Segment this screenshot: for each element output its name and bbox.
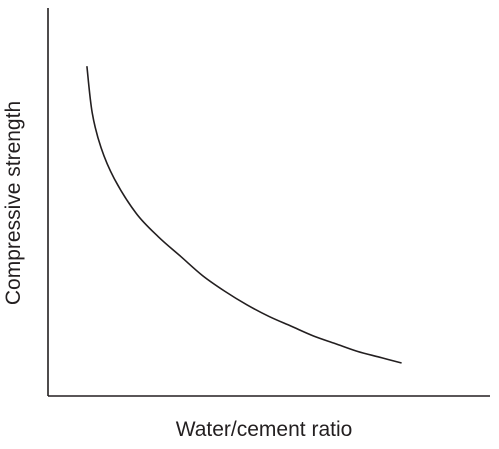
strength-curve xyxy=(86,66,402,364)
x-axis-label: Water/cement ratio xyxy=(176,418,353,441)
y-axis-label: Compressive strength xyxy=(2,101,25,305)
